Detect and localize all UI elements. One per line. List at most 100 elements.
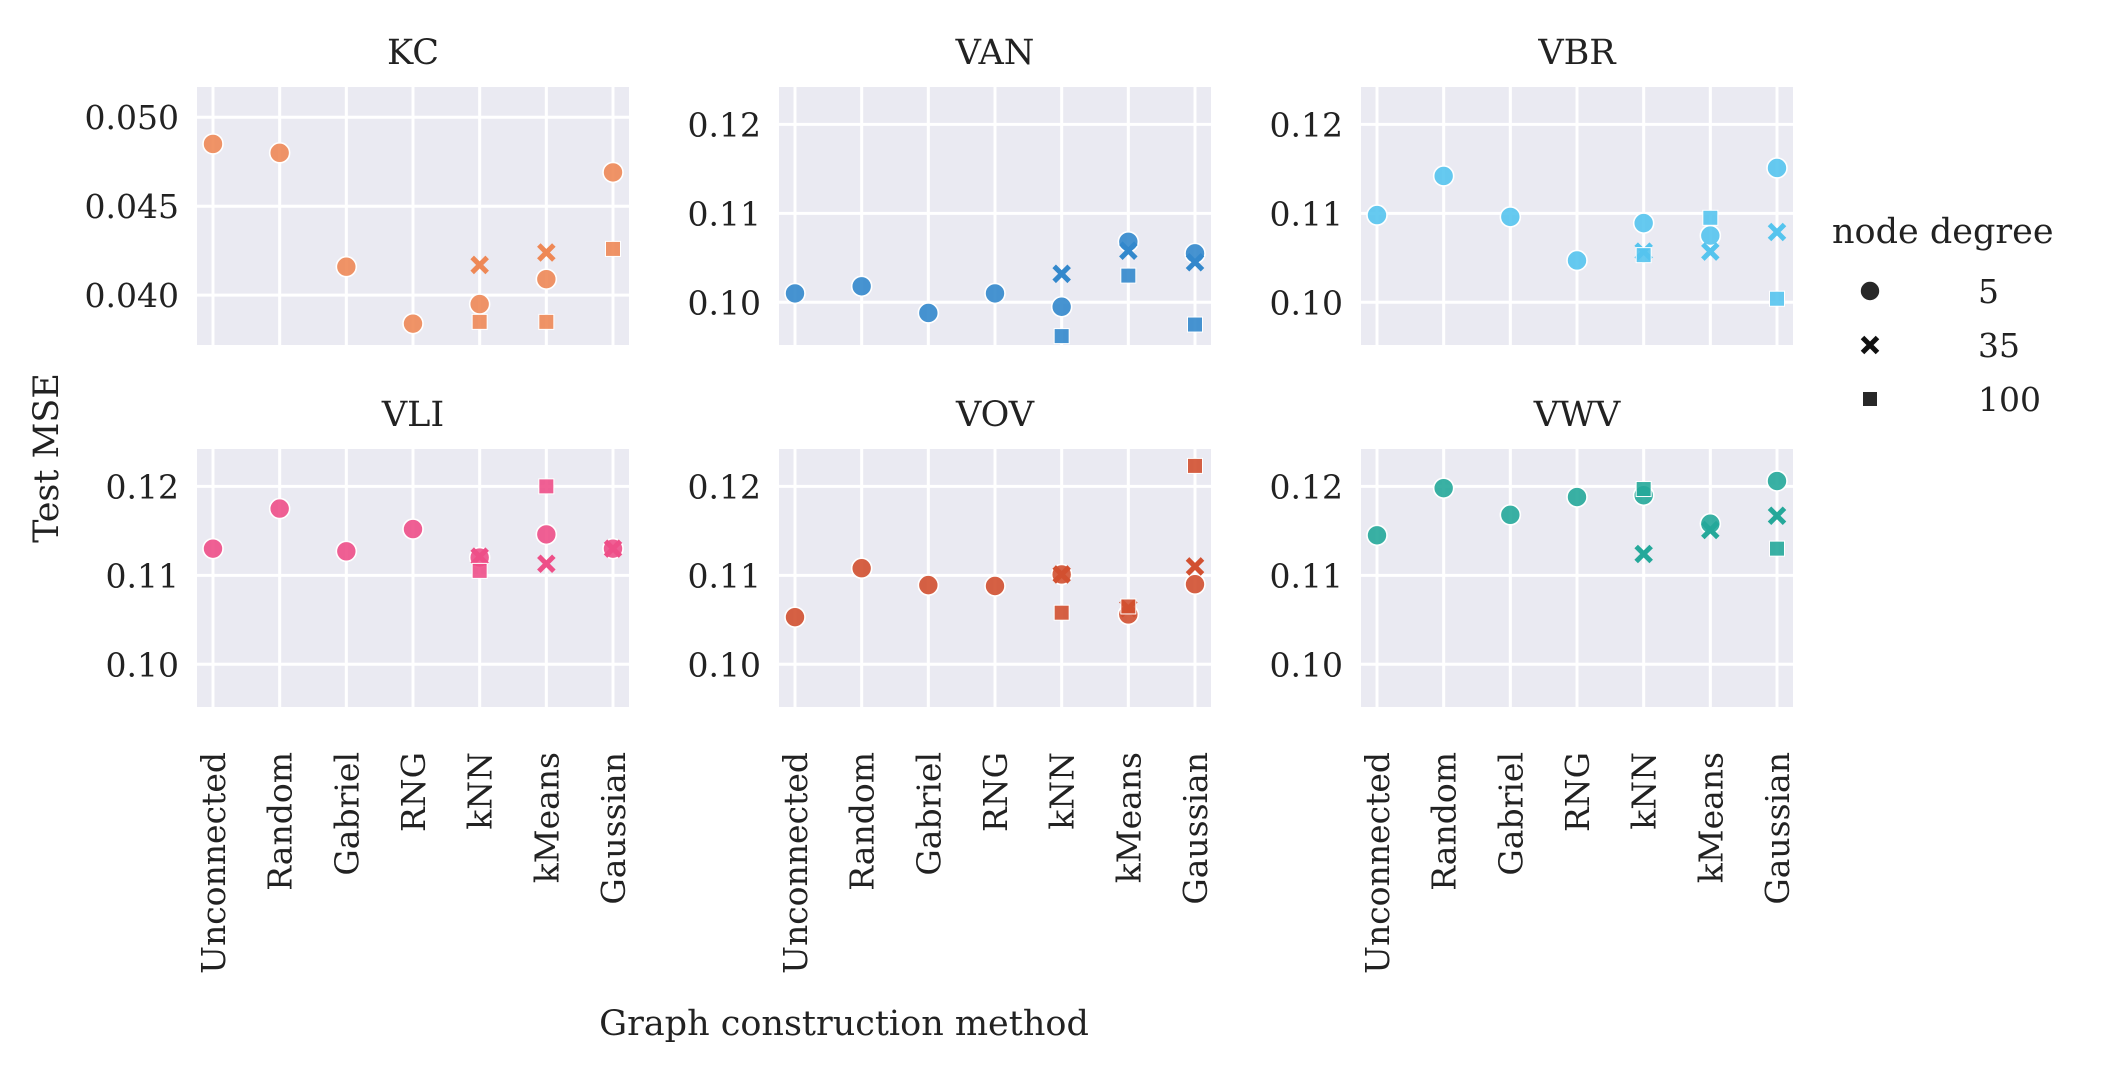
data-point-rng — [984, 575, 1006, 597]
y-tick-label: 0.11 — [688, 194, 761, 233]
data-point-gaussian — [1185, 557, 1205, 576]
data-point-gaussian — [1769, 290, 1785, 307]
series-100 — [471, 240, 621, 330]
legend-marker — [1860, 335, 1880, 355]
x-tick-label: Gabriel — [1491, 752, 1530, 876]
y-tick-label: 0.11 — [688, 556, 761, 595]
y-tick-label: 0.12 — [106, 467, 179, 506]
panel-title: KC — [387, 33, 439, 73]
data-point-kmeans — [1701, 242, 1720, 261]
legend-label: 100 — [1978, 380, 2041, 419]
legend-entry-5: 5 — [1859, 272, 1999, 311]
x-tick-label: Gaussian — [1758, 752, 1797, 905]
data-point-kmeans — [535, 523, 558, 546]
data-point-gaussian — [603, 539, 623, 558]
data-point-unconnected — [202, 133, 224, 155]
data-point-kmeans — [1699, 512, 1722, 535]
x-tick-label: RNG — [1558, 752, 1597, 832]
data-point-gaussian — [1767, 506, 1787, 525]
data-point-gaussian — [1769, 540, 1785, 557]
data-point-rng — [402, 518, 424, 540]
data-point-gaussian — [1184, 573, 1206, 596]
series-5 — [1366, 157, 1788, 272]
x-tick-label: RNG — [976, 752, 1015, 832]
x-tick-label: RNG — [394, 752, 433, 832]
data-point-knn — [1052, 264, 1071, 284]
data-point-unconnected — [784, 606, 806, 628]
panel-title: VOV — [955, 395, 1035, 435]
data-point-kmeans — [538, 478, 555, 495]
x-tick-label: kMeans — [1691, 752, 1730, 883]
data-point-knn — [1632, 212, 1655, 234]
legend-marker — [1862, 391, 1878, 407]
panel-vli: VLI 0.10 0.11 0.12 Unconnected Random Gabriel R… — [106, 395, 633, 974]
x-tick-label: Random — [1425, 752, 1464, 891]
legend-label: 35 — [1978, 326, 2020, 365]
data-point-unconnected — [784, 282, 806, 305]
panel-title: VLI — [381, 395, 444, 435]
panel-vov: VOV 0.10 0.11 0.12 Unconnected Random Gabriel R… — [688, 395, 1215, 974]
data-point-knn — [1635, 247, 1652, 264]
data-point-gaussian — [1187, 457, 1203, 474]
x-tick-label: kNN — [461, 752, 500, 830]
data-point-knn — [470, 547, 489, 566]
data-point-rng — [402, 312, 424, 335]
data-point-unconnected — [1366, 524, 1388, 547]
x-axis-label: Graph construction method — [599, 1004, 1089, 1044]
data-point-gabriel — [1499, 504, 1522, 526]
y-tick-label: 0.12 — [1270, 467, 1343, 506]
y-tick-label: 0.10 — [688, 645, 761, 684]
series-35 — [470, 539, 623, 574]
data-point-knn — [471, 313, 488, 330]
y-tick-label: 0.10 — [688, 283, 761, 322]
data-point-gabriel — [335, 255, 358, 278]
panel-title: VAN — [955, 33, 1035, 73]
x-tick-label: Gaussian — [1176, 752, 1215, 905]
panel-vwv: VWV 0.10 0.11 0.12 Unconnected Random Gabriel R… — [1270, 395, 1797, 974]
x-tick-label: Random — [261, 752, 300, 891]
data-point-gaussian — [1187, 316, 1203, 333]
data-point-kmeans — [1701, 520, 1720, 540]
x-tick-label: kNN — [1043, 752, 1082, 830]
x-tick-label: kNN — [1625, 752, 1664, 830]
data-point-gaussian — [1766, 157, 1788, 179]
data-point-unconnected — [1366, 204, 1388, 226]
x-tick-label: Unconnected — [776, 752, 815, 974]
x-tick-label: Gabriel — [327, 752, 366, 876]
series-100 — [1635, 209, 1785, 307]
data-point-random — [1432, 165, 1455, 187]
x-tick-label: Random — [843, 752, 882, 891]
panel-title: VWV — [1533, 395, 1621, 435]
legend: node degree 5 35 100 — [1832, 212, 2054, 419]
data-point-kmeans — [537, 243, 556, 262]
data-point-unconnected — [202, 537, 224, 560]
data-point-kmeans — [537, 554, 556, 574]
y-tick-label: 0.10 — [1270, 283, 1343, 322]
data-point-gabriel — [1499, 206, 1522, 228]
data-point-kmeans — [535, 268, 558, 290]
data-point-kmeans — [538, 313, 555, 330]
data-point-gaussian — [1766, 470, 1788, 492]
data-point-knn — [470, 255, 489, 275]
data-point-gaussian — [605, 240, 621, 257]
series-35 — [470, 243, 556, 275]
data-point-kmeans — [1119, 241, 1138, 260]
x-tick-label: Unconnected — [194, 752, 233, 974]
data-point-knn — [1052, 565, 1071, 584]
panel-van: VAN 0.10 0.11 0.12 — [688, 33, 1211, 345]
legend-entry-35: 35 — [1860, 326, 2020, 365]
y-tick-label: 0.11 — [1270, 194, 1343, 233]
data-point-random — [850, 557, 873, 580]
panel-title: VBR — [1537, 33, 1617, 73]
data-point-random — [1432, 477, 1455, 499]
x-tick-label: kMeans — [527, 752, 566, 883]
y-axis-label: Test MSE — [27, 373, 67, 543]
y-tick-label: 0.11 — [106, 556, 179, 595]
series-100 — [471, 478, 555, 579]
y-tick-label: 0.10 — [106, 645, 179, 684]
panel-vbr: VBR 0.10 0.11 0.12 — [1270, 33, 1793, 345]
legend-entry-100: 100 — [1862, 380, 2041, 419]
data-point-knn — [468, 293, 491, 315]
x-tick-label: Unconnected — [1358, 752, 1397, 974]
data-point-rng — [984, 282, 1006, 305]
